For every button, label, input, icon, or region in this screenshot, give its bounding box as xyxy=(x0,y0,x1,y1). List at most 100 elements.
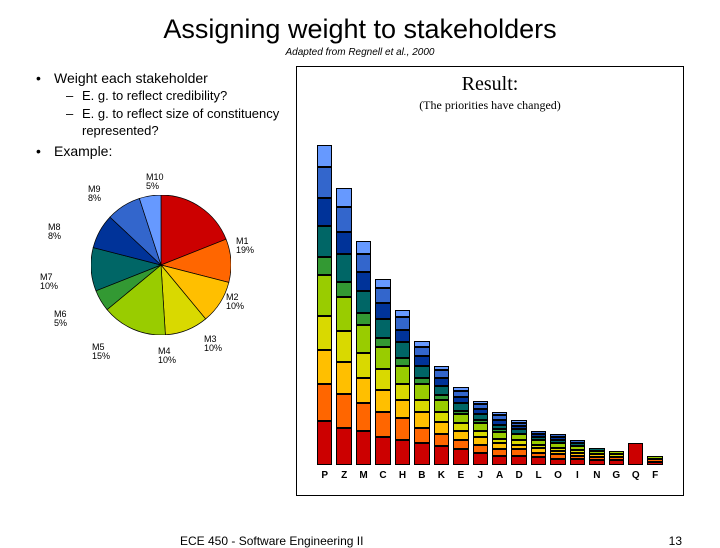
seg-M1 xyxy=(550,459,565,465)
slide-subtitle: Adapted from Regnell et al., 2000 xyxy=(36,47,684,58)
bar-Z xyxy=(336,123,351,465)
seg-M3 xyxy=(453,431,468,440)
seg-M8 xyxy=(395,330,410,342)
xlabel-Z: Z xyxy=(336,470,351,481)
seg-M3 xyxy=(356,378,371,403)
left-column: Weight each stakeholder E. g. to reflect… xyxy=(36,66,296,496)
xlabel-M: M xyxy=(356,470,371,481)
xlabel-B: B xyxy=(414,470,429,481)
seg-M10 xyxy=(317,145,332,167)
seg-M5 xyxy=(356,325,371,353)
seg-M9 xyxy=(414,347,429,356)
seg-M7 xyxy=(336,254,351,282)
seg-M1 xyxy=(628,443,643,465)
seg-M1 xyxy=(473,453,488,465)
seg-M3 xyxy=(414,412,429,428)
result-heading: Result: xyxy=(297,73,683,96)
pie-label: M2 10% xyxy=(226,293,244,311)
seg-M1 xyxy=(336,428,351,465)
bar-J xyxy=(473,123,488,465)
xlabel-F: F xyxy=(647,470,662,481)
xlabel-N: N xyxy=(589,470,604,481)
bullet-constituency: E. g. to reflect size of constituency re… xyxy=(36,106,288,139)
bullet-credibility: E. g. to reflect credibility? xyxy=(36,88,288,104)
seg-M4 xyxy=(336,331,351,362)
seg-M4 xyxy=(375,369,390,391)
seg-M5 xyxy=(473,423,488,431)
xlabel-J: J xyxy=(473,470,488,481)
bar-D xyxy=(511,123,526,465)
seg-M6 xyxy=(336,282,351,298)
pie-label: M5 15% xyxy=(92,343,110,361)
bar-E xyxy=(453,123,468,465)
seg-M7 xyxy=(317,226,332,257)
seg-M9 xyxy=(434,370,449,378)
bullet-example: Example: xyxy=(36,143,288,159)
pie-label: M7 10% xyxy=(40,273,58,291)
pie-label: M8 8% xyxy=(48,223,61,241)
seg-M1 xyxy=(647,462,662,465)
seg-M3 xyxy=(395,400,410,419)
seg-M8 xyxy=(336,232,351,254)
seg-M5 xyxy=(336,297,351,331)
bar-chart xyxy=(315,123,665,465)
seg-M9 xyxy=(356,254,371,273)
xlabel-C: C xyxy=(375,470,390,481)
seg-M7 xyxy=(395,342,410,358)
pie-label: M10 5% xyxy=(146,173,164,191)
seg-M5 xyxy=(375,347,390,369)
pie-label: M9 8% xyxy=(88,185,101,203)
seg-M7 xyxy=(375,319,390,338)
seg-M3 xyxy=(336,362,351,393)
xlabel-K: K xyxy=(434,470,449,481)
xlabel-Q: Q xyxy=(628,470,643,481)
seg-M8 xyxy=(414,356,429,365)
pie-label: M4 10% xyxy=(158,347,176,365)
seg-M5 xyxy=(453,414,468,423)
seg-M3 xyxy=(317,350,332,384)
bar-A xyxy=(492,123,507,465)
seg-M1 xyxy=(492,456,507,465)
xlabel-P: P xyxy=(317,470,332,481)
xlabel-A: A xyxy=(492,470,507,481)
seg-M5 xyxy=(414,384,429,400)
xlabel-G: G xyxy=(609,470,624,481)
xlabel-E: E xyxy=(453,470,468,481)
seg-M1 xyxy=(356,431,371,465)
bar-H xyxy=(395,123,410,465)
seg-M2 xyxy=(453,440,468,449)
bullet-weight: Weight each stakeholder xyxy=(36,70,288,86)
seg-M3 xyxy=(375,390,390,412)
seg-M2 xyxy=(473,445,488,453)
seg-M2 xyxy=(317,384,332,421)
seg-M1 xyxy=(317,421,332,465)
pie-label: M1 19% xyxy=(236,237,254,255)
seg-M4 xyxy=(395,384,410,400)
slide-title: Assigning weight to stakeholders xyxy=(36,14,684,45)
seg-M4 xyxy=(453,423,468,431)
seg-M1 xyxy=(453,449,468,465)
footer-page: 13 xyxy=(669,534,682,548)
seg-M9 xyxy=(336,207,351,232)
seg-M7 xyxy=(414,366,429,378)
seg-M4 xyxy=(356,353,371,378)
bar-N xyxy=(589,123,604,465)
seg-M7 xyxy=(453,403,468,411)
bar-L xyxy=(531,123,546,465)
result-sub: (The priorities have changed) xyxy=(297,98,683,113)
seg-M9 xyxy=(395,317,410,329)
bar-Q xyxy=(628,123,643,465)
seg-M7 xyxy=(434,386,449,395)
seg-M4 xyxy=(414,400,429,412)
bar-P xyxy=(317,123,332,465)
bar-B xyxy=(414,123,429,465)
xlabel-H: H xyxy=(395,470,410,481)
footer-course: ECE 450 - Software Engineering II xyxy=(180,534,363,548)
seg-M1 xyxy=(570,459,585,465)
seg-M8 xyxy=(356,272,371,291)
bar-G xyxy=(609,123,624,465)
seg-M6 xyxy=(375,338,390,347)
seg-M2 xyxy=(356,403,371,431)
seg-M1 xyxy=(609,460,624,465)
pie-label: M3 10% xyxy=(204,335,222,353)
